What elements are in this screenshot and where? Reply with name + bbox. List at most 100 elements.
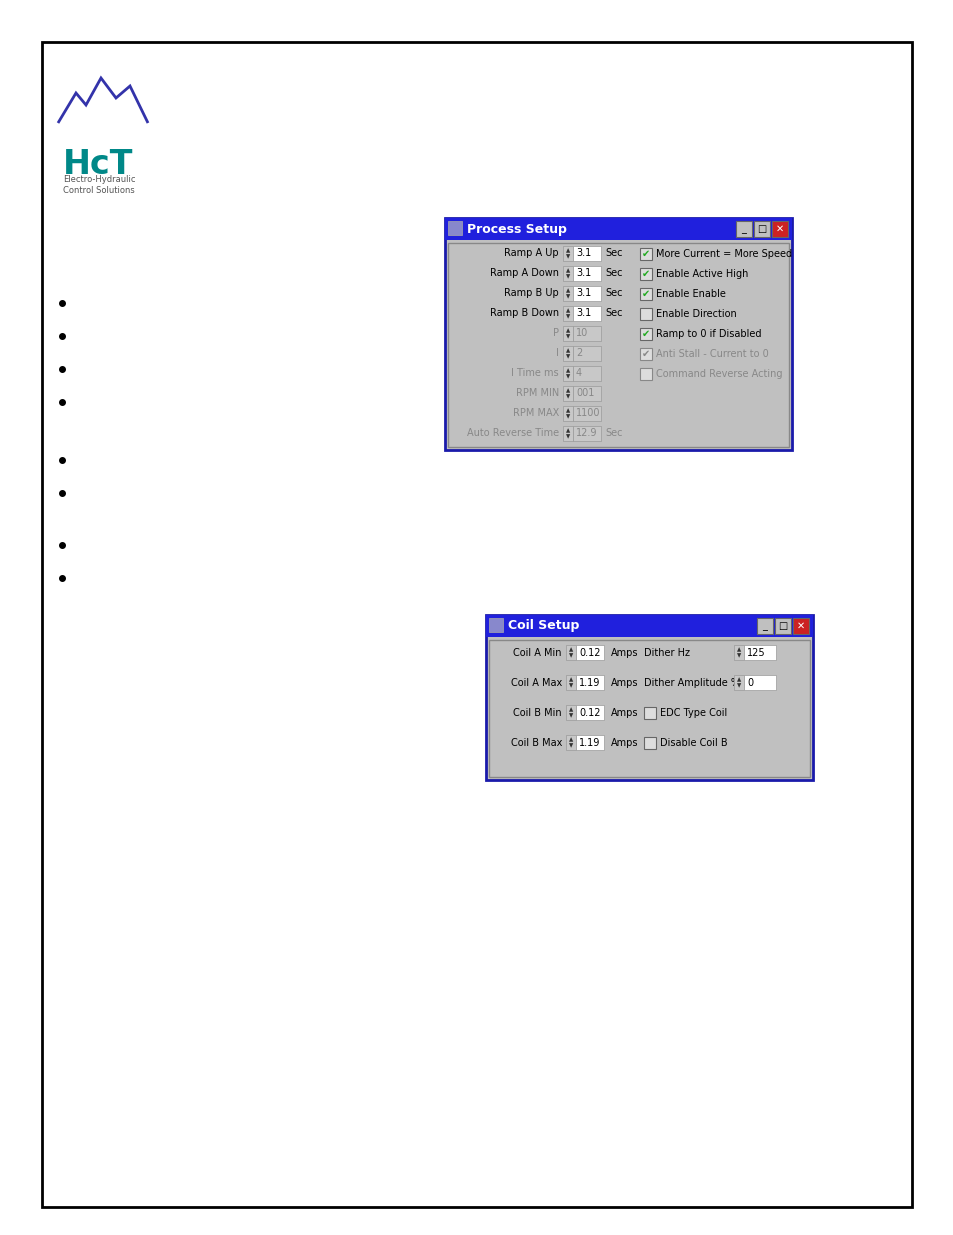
Bar xyxy=(573,287,600,301)
Bar xyxy=(735,221,751,237)
Text: ▲: ▲ xyxy=(568,677,573,682)
Bar xyxy=(573,266,600,282)
Text: Dither Hz: Dither Hz xyxy=(643,647,689,657)
Text: ✔: ✔ xyxy=(641,249,649,259)
Bar xyxy=(639,348,651,359)
Text: □: □ xyxy=(778,621,787,631)
Bar xyxy=(639,368,651,380)
Text: ▼: ▼ xyxy=(565,254,570,259)
Bar xyxy=(639,248,651,261)
Bar xyxy=(733,676,743,690)
Bar xyxy=(485,615,812,637)
Bar xyxy=(576,676,603,690)
Text: ▼: ▼ xyxy=(736,683,740,688)
Text: ✕: ✕ xyxy=(796,621,804,631)
Text: □: □ xyxy=(757,224,766,233)
Text: 0.12: 0.12 xyxy=(578,647,599,657)
Text: 3.1: 3.1 xyxy=(576,289,591,299)
Bar xyxy=(573,366,600,382)
Bar xyxy=(573,326,600,341)
Text: 1100: 1100 xyxy=(576,409,599,419)
Bar xyxy=(448,221,461,235)
Text: 3.1: 3.1 xyxy=(576,248,591,258)
Text: ▼: ▼ xyxy=(565,274,570,279)
Text: Amps: Amps xyxy=(610,737,638,747)
Text: Control Solutions: Control Solutions xyxy=(63,186,134,195)
Text: 001: 001 xyxy=(576,389,594,399)
Text: Coil B Min: Coil B Min xyxy=(513,708,561,718)
Bar xyxy=(489,618,502,632)
Text: 1.19: 1.19 xyxy=(578,737,599,747)
Text: Ramp B Up: Ramp B Up xyxy=(504,289,558,299)
Text: Ramp to 0 if Disabled: Ramp to 0 if Disabled xyxy=(656,329,760,338)
Text: Amps: Amps xyxy=(610,678,638,688)
Text: ▲: ▲ xyxy=(568,647,573,652)
Text: ▼: ▼ xyxy=(565,414,570,419)
Text: ✔: ✔ xyxy=(641,350,649,359)
Text: RPM MIN: RPM MIN xyxy=(516,389,558,399)
Text: ▼: ▼ xyxy=(565,333,570,338)
Text: P: P xyxy=(553,329,558,338)
Text: Auto Reverse Time: Auto Reverse Time xyxy=(466,429,558,438)
Text: ▲: ▲ xyxy=(568,737,573,742)
Bar xyxy=(562,366,573,382)
Text: Anti Stall - Current to 0: Anti Stall - Current to 0 xyxy=(656,350,768,359)
Text: ▼: ▼ xyxy=(565,374,570,379)
Text: Enable Enable: Enable Enable xyxy=(656,289,725,299)
Text: Ramp A Up: Ramp A Up xyxy=(504,248,558,258)
Bar xyxy=(573,246,600,261)
Bar xyxy=(733,645,743,659)
Text: Sec: Sec xyxy=(604,429,622,438)
Text: 0.12: 0.12 xyxy=(578,708,599,718)
Text: 0: 0 xyxy=(746,678,752,688)
Bar xyxy=(565,676,576,690)
Text: Electro-Hydraulic: Electro-Hydraulic xyxy=(63,175,135,184)
Text: Sec: Sec xyxy=(604,248,622,258)
Text: ▲: ▲ xyxy=(736,647,740,652)
Bar xyxy=(573,306,600,321)
Bar xyxy=(562,306,573,321)
Text: Process Setup: Process Setup xyxy=(467,222,566,236)
Bar xyxy=(743,676,775,690)
Text: Ramp A Down: Ramp A Down xyxy=(490,268,558,279)
Text: ▲: ▲ xyxy=(565,308,570,312)
Bar xyxy=(565,735,576,750)
Bar xyxy=(448,243,788,447)
Bar xyxy=(565,645,576,659)
Text: ▲: ▲ xyxy=(565,288,570,293)
Text: ▲: ▲ xyxy=(565,429,570,433)
Text: Enable Active High: Enable Active High xyxy=(656,269,747,279)
Text: Coil A Min: Coil A Min xyxy=(513,647,561,657)
Bar xyxy=(562,346,573,361)
Text: Coil A Max: Coil A Max xyxy=(510,678,561,688)
Bar xyxy=(576,735,603,750)
Text: Coil Setup: Coil Setup xyxy=(507,620,578,632)
Text: 125: 125 xyxy=(746,647,765,657)
Text: Disable Coil B: Disable Coil B xyxy=(659,739,727,748)
Text: Sec: Sec xyxy=(604,309,622,319)
Bar xyxy=(562,266,573,282)
Text: Dither Amplitude %: Dither Amplitude % xyxy=(643,678,740,688)
Bar xyxy=(489,640,809,777)
Text: EDC Type Coil: EDC Type Coil xyxy=(659,708,726,718)
Text: Command Reverse Acting: Command Reverse Acting xyxy=(656,369,781,379)
Text: Sec: Sec xyxy=(604,268,622,279)
Text: ▲: ▲ xyxy=(736,677,740,682)
Text: ▼: ▼ xyxy=(568,653,573,658)
Text: ▲: ▲ xyxy=(565,329,570,333)
Text: _: _ xyxy=(740,224,745,233)
Text: ▲: ▲ xyxy=(568,706,573,713)
Text: ▼: ▼ xyxy=(565,433,570,438)
Bar xyxy=(444,219,791,450)
Bar xyxy=(573,406,600,421)
Text: _: _ xyxy=(761,621,766,631)
Bar xyxy=(576,645,603,659)
Text: Amps: Amps xyxy=(610,708,638,718)
Bar xyxy=(562,287,573,301)
Text: I Time ms: I Time ms xyxy=(511,368,558,378)
Bar xyxy=(753,221,769,237)
Text: ▲: ▲ xyxy=(565,348,570,353)
Text: Coil B Max: Coil B Max xyxy=(510,737,561,747)
Text: Ramp B Down: Ramp B Down xyxy=(489,309,558,319)
Text: ✕: ✕ xyxy=(775,224,783,233)
